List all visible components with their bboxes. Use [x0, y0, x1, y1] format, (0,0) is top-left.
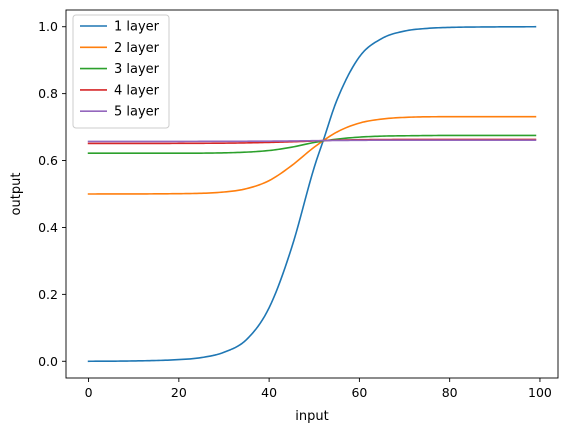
y-axis-label: output — [9, 173, 24, 216]
y-axis: 0.0 0.2 0.4 0.6 0.8 1.0 — [38, 19, 66, 369]
x-tick-label: 40 — [261, 385, 277, 400]
x-axis-label: input — [295, 409, 328, 424]
x-tick-label: 0 — [85, 385, 93, 400]
y-tick-label: 1.0 — [38, 19, 58, 34]
legend: 1 layer 2 layer 3 layer 4 layer 5 layer — [72, 14, 170, 129]
legend-label-3: 3 layer — [114, 62, 160, 77]
y-tick-label: 0.0 — [38, 354, 58, 369]
series-layer — [87, 25, 537, 363]
legend-label-4: 4 layer — [114, 83, 160, 98]
x-tick-label: 60 — [351, 385, 367, 400]
legend-label-5: 5 layer — [114, 105, 160, 120]
plot-frame — [65, 9, 559, 379]
series-line-2 — [87, 115, 537, 195]
y-tick-label: 0.8 — [38, 86, 58, 101]
y-tick-label: 0.2 — [38, 287, 58, 302]
x-tick-label: 100 — [528, 385, 552, 400]
legend-label-2: 2 layer — [114, 41, 160, 56]
x-tick-label: 20 — [171, 385, 187, 400]
series-line-5 — [87, 139, 537, 143]
y-tick-label: 0.4 — [38, 220, 58, 235]
legend-box — [72, 14, 170, 129]
x-axis: 0 20 40 60 80 100 — [85, 378, 552, 400]
legend-label-1: 1 layer — [114, 20, 160, 35]
x-tick-label: 80 — [442, 385, 458, 400]
series-line-3 — [87, 134, 537, 154]
series-line-1 — [87, 25, 537, 363]
y-tick-label: 0.6 — [38, 153, 58, 168]
